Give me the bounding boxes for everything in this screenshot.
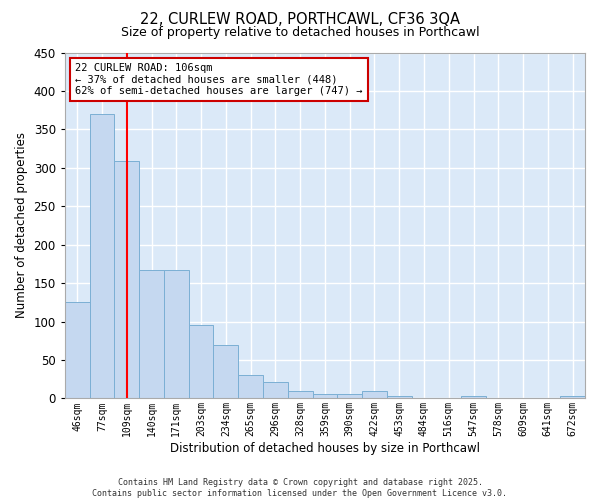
- Text: 22, CURLEW ROAD, PORTHCAWL, CF36 3QA: 22, CURLEW ROAD, PORTHCAWL, CF36 3QA: [140, 12, 460, 28]
- Bar: [560, 396, 585, 398]
- Bar: [387, 396, 412, 398]
- Bar: [188, 326, 214, 398]
- Bar: [337, 394, 362, 398]
- Text: 22 CURLEW ROAD: 106sqm
← 37% of detached houses are smaller (448)
62% of semi-de: 22 CURLEW ROAD: 106sqm ← 37% of detached…: [75, 63, 363, 96]
- Bar: [139, 270, 164, 398]
- Bar: [89, 114, 115, 399]
- Y-axis label: Number of detached properties: Number of detached properties: [15, 132, 28, 318]
- Bar: [362, 392, 387, 398]
- Bar: [313, 394, 337, 398]
- Bar: [115, 161, 139, 398]
- Bar: [288, 392, 313, 398]
- Bar: [65, 302, 89, 398]
- Bar: [238, 376, 263, 398]
- Bar: [461, 396, 486, 398]
- Bar: [214, 344, 238, 399]
- Bar: [164, 270, 188, 398]
- Text: Contains HM Land Registry data © Crown copyright and database right 2025.
Contai: Contains HM Land Registry data © Crown c…: [92, 478, 508, 498]
- Bar: [263, 382, 288, 398]
- Text: Size of property relative to detached houses in Porthcawl: Size of property relative to detached ho…: [121, 26, 479, 39]
- X-axis label: Distribution of detached houses by size in Porthcawl: Distribution of detached houses by size …: [170, 442, 480, 455]
